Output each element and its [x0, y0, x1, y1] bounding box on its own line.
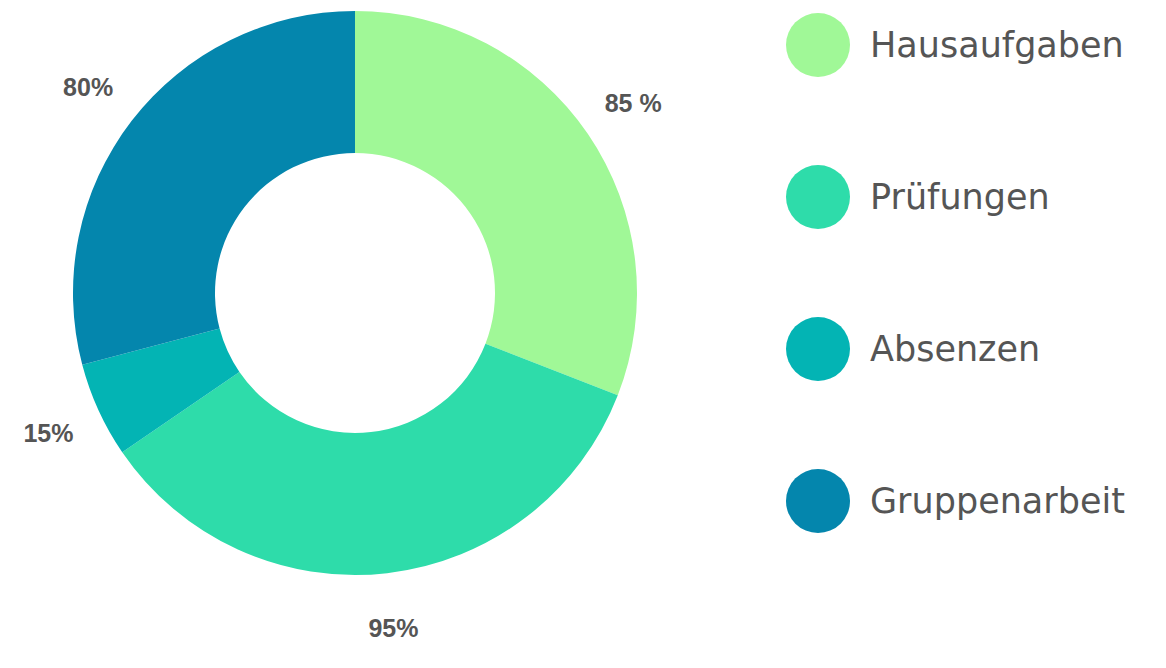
svg-text:80%: 80%: [63, 73, 113, 101]
html-text:Absenzen: Absenzen: [870, 329, 1041, 369]
html-text:Gruppenarbeit: Gruppenarbeit: [870, 481, 1125, 521]
svg-text:85 %: 85 %: [605, 89, 662, 117]
html-text:Prüfungen: Prüfungen: [870, 177, 1050, 217]
svg-text:95%: 95%: [368, 614, 418, 642]
svg-text:15%: 15%: [23, 419, 73, 447]
html-text:Hausaufgaben: Hausaufgaben: [870, 25, 1124, 65]
